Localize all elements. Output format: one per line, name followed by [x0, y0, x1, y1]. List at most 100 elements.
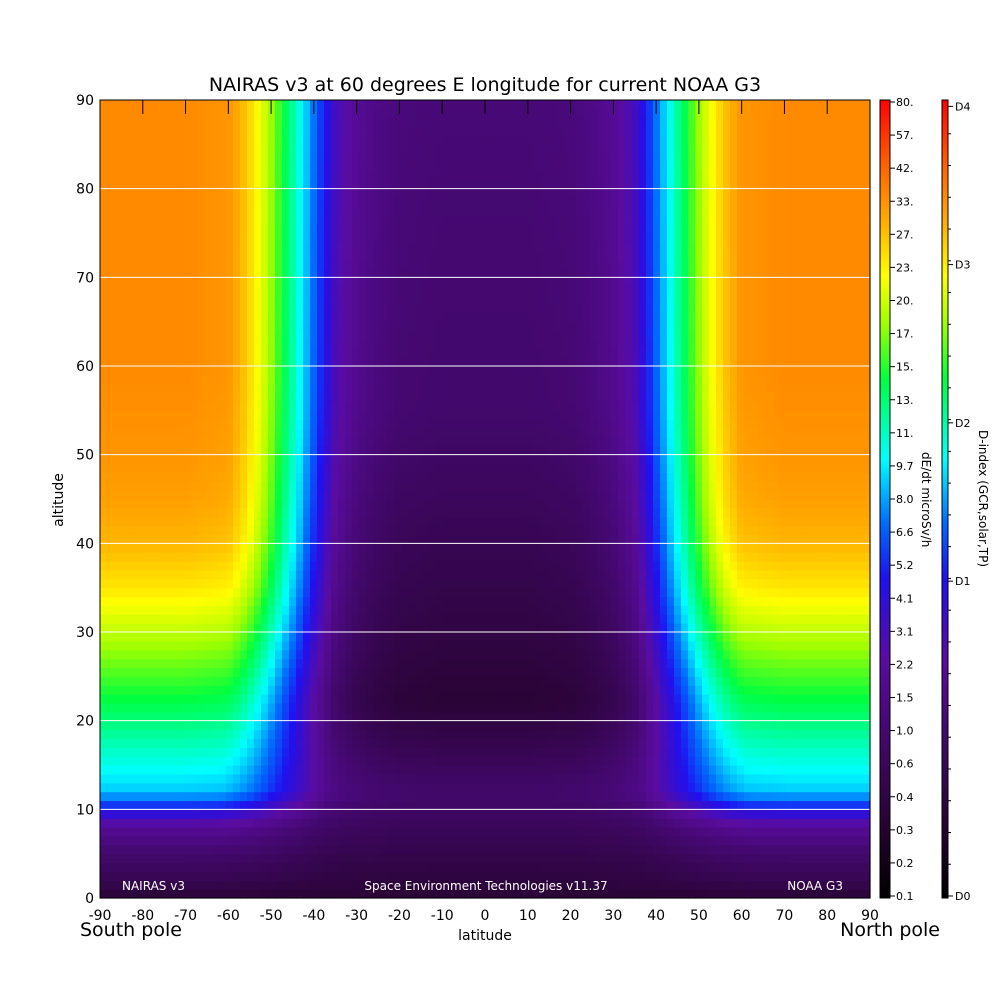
heatmap-cell [359, 507, 367, 518]
heatmap-cell [373, 862, 381, 872]
heatmap-cell [345, 685, 353, 695]
heatmap-cell [380, 756, 388, 766]
heatmap-cell [380, 782, 388, 793]
heatmap-cell [142, 534, 150, 544]
heatmap-cell [604, 552, 612, 562]
heatmap-cell [583, 685, 591, 695]
heatmap-cell [842, 720, 850, 731]
heatmap-cell [562, 818, 570, 828]
heatmap-cell [730, 587, 738, 598]
heatmap-cell [541, 516, 549, 527]
heatmap-cell [226, 649, 234, 660]
heatmap-cell [772, 578, 780, 589]
heatmap-cell [758, 658, 766, 669]
heatmap-cell [534, 534, 542, 544]
heatmap-cell [730, 827, 738, 837]
heatmap-cell [716, 516, 724, 527]
heatmap-cell [807, 507, 815, 518]
heatmap-cell [268, 694, 276, 704]
heatmap-cell [744, 507, 752, 518]
heatmap-cell [247, 649, 255, 660]
heatmap-cell [842, 862, 850, 872]
heatmap-cell [114, 711, 122, 722]
heatmap-cell [751, 827, 759, 837]
heatmap-cell [100, 720, 108, 731]
heatmap-cell [359, 818, 367, 828]
heatmap-cell [653, 862, 661, 872]
heatmap-cell [639, 871, 647, 881]
heatmap-cell [380, 844, 388, 855]
heatmap-cell [646, 543, 654, 553]
heatmap-cell [828, 818, 836, 828]
heatmap-cell [674, 525, 682, 536]
heatmap-cell [814, 827, 822, 837]
heatmap-cell [415, 738, 423, 748]
heatmap-cell [177, 649, 185, 660]
heatmap-cell [737, 667, 745, 677]
heatmap-cell [751, 561, 759, 571]
heatmap-cell [401, 569, 409, 580]
heatmap-cell [226, 658, 234, 669]
heatmap-cell [772, 676, 780, 686]
heatmap-cell [254, 791, 262, 802]
heatmap-cell [723, 800, 731, 810]
heatmap-cell [114, 516, 122, 527]
heatmap-cell [149, 747, 157, 757]
heatmap-cell [443, 640, 451, 651]
heatmap-cell [331, 738, 339, 748]
heatmap-cell [534, 747, 542, 757]
heatmap-cell [352, 649, 360, 660]
heatmap-cell [506, 667, 514, 677]
heatmap-cell [723, 552, 731, 562]
heatmap-cell [597, 507, 605, 518]
heatmap-cell [436, 596, 444, 606]
heatmap-cell [422, 800, 430, 810]
heatmap-cell [128, 490, 136, 500]
heatmap-cell [779, 614, 787, 624]
heatmap-cell [373, 614, 381, 624]
heatmap-cell [128, 782, 136, 793]
heatmap-cell [415, 605, 423, 615]
heatmap-cell [205, 880, 213, 890]
heatmap-cell [499, 685, 507, 695]
heatmap-cell [219, 720, 227, 731]
heatmap-cell [408, 658, 416, 669]
heatmap-cell [247, 685, 255, 695]
heatmap-cell [506, 756, 514, 766]
heatmap-cell [457, 685, 465, 695]
heatmap-cell [149, 800, 157, 810]
heatmap-cell [324, 782, 332, 793]
heatmap-cell [821, 534, 829, 544]
heatmap-cell [793, 499, 801, 509]
heatmap-cell [842, 800, 850, 810]
heatmap-cell [233, 853, 241, 864]
heatmap-cell [408, 507, 416, 518]
heatmap-cell [590, 853, 598, 864]
heatmap-cell [576, 569, 584, 580]
heatmap-cell [198, 791, 206, 802]
heatmap-cell [744, 552, 752, 562]
heatmap-cell [485, 640, 493, 651]
heatmap-cell [863, 791, 871, 802]
heatmap-cell [373, 623, 381, 633]
heatmap-cell [415, 871, 423, 881]
heatmap-cell [268, 499, 276, 509]
heatmap-cell [730, 702, 738, 713]
heatmap-cell [471, 711, 479, 722]
heatmap-cell [716, 702, 724, 713]
heatmap-cell [583, 747, 591, 757]
heatmap-cell [555, 791, 563, 802]
heatmap-cell [324, 561, 332, 571]
heatmap-cell [387, 614, 395, 624]
heatmap-cell [254, 640, 262, 651]
heatmap-cell [142, 605, 150, 615]
heatmap-cell [380, 765, 388, 775]
heatmap-cell [254, 614, 262, 624]
heatmap-cell [436, 844, 444, 855]
heatmap-cell [751, 782, 759, 793]
heatmap-cell [548, 702, 556, 713]
heatmap-cell [352, 587, 360, 598]
heatmap-cell [709, 658, 717, 669]
heatmap-cell [387, 640, 395, 651]
heatmap-cell [219, 765, 227, 775]
